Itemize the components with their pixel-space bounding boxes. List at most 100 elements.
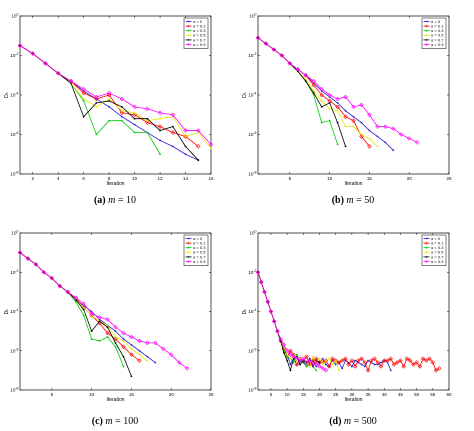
data-point: [129, 334, 134, 340]
data-point: [81, 90, 86, 96]
x-tick-label: 15: [301, 392, 307, 397]
data-point: [375, 360, 381, 365]
data-point: [133, 111, 136, 114]
data-point: [183, 128, 188, 133]
legend-marker: [425, 256, 428, 258]
data-point: [350, 365, 353, 368]
data-point: [106, 92, 112, 98]
data-point: [380, 361, 382, 364]
data-point: [320, 366, 325, 371]
data-point: [68, 78, 74, 84]
data-point: [159, 117, 161, 120]
data-point: [268, 309, 274, 314]
data-point: [325, 359, 327, 362]
data-point: [378, 364, 384, 369]
data-point: [170, 130, 176, 135]
data-point: [286, 353, 289, 356]
x-tick-label: 5: [289, 176, 292, 181]
chart-panel-d: 100 10-2 10-4 10-6 10-8 5 10 15 20 25 30 35 40 45 50 55…: [242, 230, 452, 404]
data-point: [318, 357, 321, 360]
legend-label: α = 0.1: [193, 241, 206, 246]
data-point: [338, 369, 340, 372]
data-point: [433, 368, 439, 373]
legend-marker: [424, 259, 429, 264]
data-point: [399, 132, 404, 137]
data-point: [362, 360, 368, 365]
data-point: [301, 356, 306, 361]
series-0_9: [255, 35, 420, 145]
data-point: [281, 342, 287, 348]
x-tick-label: 10: [89, 392, 95, 397]
y-tick-label: 100: [250, 230, 257, 236]
data-point: [122, 338, 125, 340]
data-point: [328, 102, 331, 104]
data-point: [133, 117, 136, 120]
data-point: [168, 352, 174, 357]
data-point: [184, 153, 187, 156]
data-point: [305, 365, 308, 368]
data-point: [95, 102, 98, 104]
data-point: [344, 145, 347, 148]
data-point: [157, 110, 163, 115]
data-point: [157, 124, 163, 129]
x-tick-label: 5: [51, 392, 54, 397]
y-tick-label: 100: [250, 13, 257, 19]
data-point: [289, 363, 292, 366]
data-point: [108, 105, 111, 108]
x-tick-label: 15: [129, 392, 135, 397]
data-point: [278, 336, 283, 342]
x-tick-label: 35: [366, 392, 372, 397]
x-tick-label: 16: [208, 176, 214, 181]
data-point: [311, 78, 316, 84]
data-point: [382, 358, 387, 363]
data-point: [95, 133, 98, 136]
legend-marker: [187, 256, 190, 258]
data-point: [391, 362, 397, 367]
y-tick-label: 10-2: [248, 52, 256, 58]
data-point: [336, 121, 339, 124]
data-point: [263, 41, 269, 46]
data-point: [137, 358, 142, 363]
data-point: [119, 110, 125, 115]
data-point: [385, 358, 390, 363]
data-point: [196, 144, 201, 149]
data-point: [310, 362, 316, 367]
data-point: [304, 360, 309, 365]
data-point: [307, 358, 313, 363]
series-0_9: [17, 43, 214, 147]
legend-marker: [187, 251, 190, 254]
series-line: [19, 45, 212, 145]
data-point: [336, 143, 339, 146]
data-point: [95, 105, 98, 108]
data-point: [106, 90, 112, 96]
data-point: [159, 139, 161, 142]
data-point: [304, 354, 309, 359]
data-point: [388, 356, 393, 361]
x-axis-label: Iteration: [106, 181, 124, 187]
data-point: [146, 117, 149, 120]
data-point: [314, 360, 319, 365]
x-tick-label: 25: [208, 392, 214, 397]
y-tick-label: 10-2: [248, 269, 256, 275]
data-point: [208, 142, 214, 147]
legend-label: α = 0: [193, 236, 203, 241]
legend-label: α = 0: [431, 19, 441, 24]
data-point: [406, 136, 412, 141]
legend-label: α = 0.1: [431, 241, 444, 246]
data-point: [130, 347, 133, 350]
x-tick-label: 10: [327, 176, 333, 181]
data-point: [122, 365, 125, 368]
data-point: [82, 314, 85, 317]
x-tick-label: 30: [349, 392, 355, 397]
data-point: [184, 135, 187, 138]
data-point: [82, 306, 85, 309]
legend-label: α = 0.3: [193, 28, 206, 33]
data-point: [55, 71, 61, 76]
legend-marker: [424, 24, 429, 28]
data-point: [320, 121, 323, 124]
legend-label: α = 0.5: [193, 33, 206, 38]
data-point: [319, 92, 324, 98]
data-point: [94, 96, 99, 102]
data-point: [161, 346, 166, 352]
